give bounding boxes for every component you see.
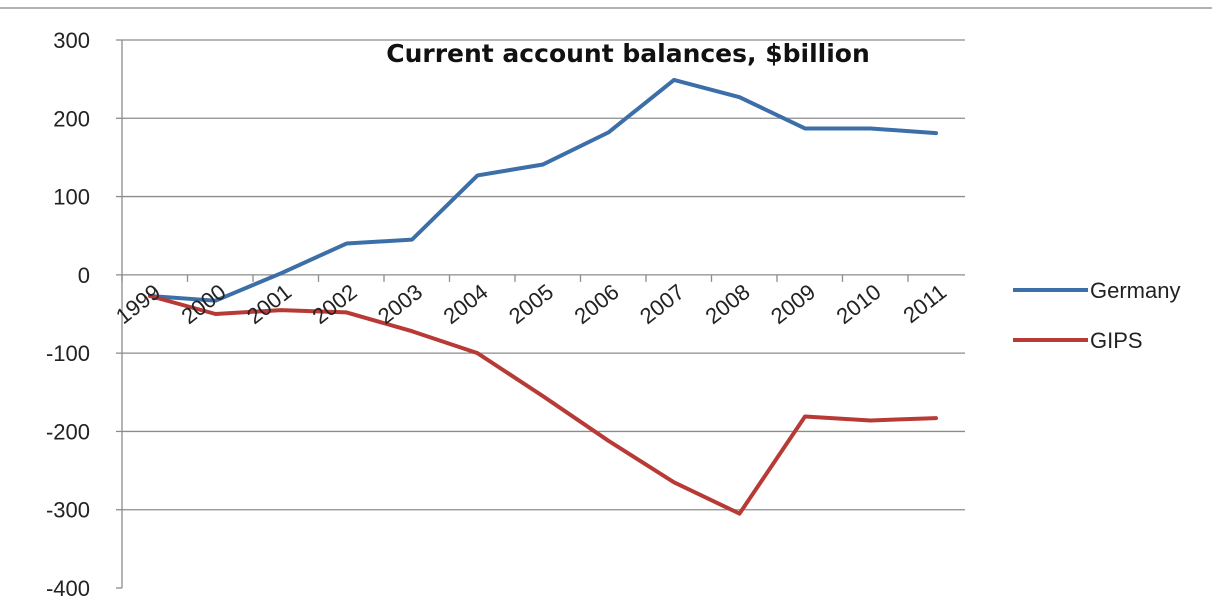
y-tick-label: -300: [46, 498, 90, 523]
legend-label: GIPS: [1090, 328, 1143, 353]
y-tick-label: -100: [46, 341, 90, 366]
x-tick-label: 2006: [570, 279, 624, 329]
legend: Germany GIPS: [1013, 278, 1180, 353]
y-tick-label: 100: [53, 185, 90, 210]
y-tick-label: 300: [53, 28, 90, 53]
series-lines: [148, 77, 938, 516]
x-tick-label: 2007: [635, 279, 689, 329]
x-tick-label: 2010: [832, 279, 886, 329]
axes: [116, 39, 965, 589]
y-tick-labels: 300 200 100 0 -100 -200 -300 -400: [46, 28, 90, 598]
legend-label: Germany: [1090, 278, 1180, 303]
chart-title: Current account balances, $billion: [386, 39, 870, 68]
x-tick-label: 2000: [177, 279, 231, 329]
y-tick-label: 0: [78, 263, 90, 288]
y-tick-label: 200: [53, 106, 90, 131]
x-tick-label: 2011: [898, 279, 951, 328]
x-tick-labels: 1999 2000 2001 2002 2003 2004 2005 2006 2007 2008…: [111, 279, 951, 329]
x-tick-label: 2009: [766, 279, 820, 329]
series-line-gips: [148, 293, 938, 516]
x-tick-label: 2008: [701, 279, 755, 329]
series-line-germany: [148, 77, 938, 303]
y-tick-label: -200: [46, 419, 90, 444]
x-tick-label: 2002: [308, 279, 362, 329]
x-tick-label: 1999: [111, 279, 165, 329]
y-tick-label: -400: [46, 576, 90, 598]
x-tick-label: 2004: [439, 279, 493, 329]
gridlines: [122, 39, 965, 511]
x-tick-label: 2005: [504, 279, 558, 329]
